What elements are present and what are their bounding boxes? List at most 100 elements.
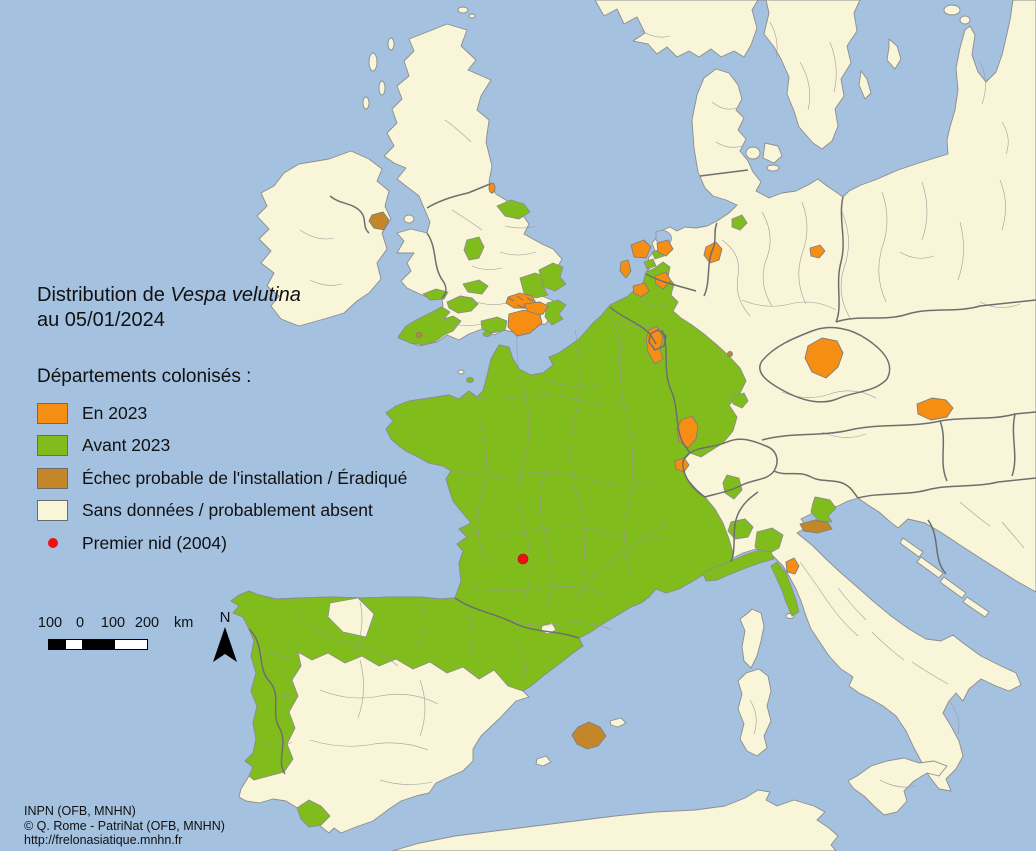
land-oland	[858, 70, 872, 100]
land-orkney-1	[457, 6, 469, 14]
north-arrow: N	[210, 610, 240, 668]
green-ticino	[722, 474, 743, 500]
eradicated-departments	[368, 211, 833, 750]
border-england-wales	[426, 232, 447, 299]
admin-boundaries	[261, 21, 1025, 788]
green-france-benelux-iberia	[230, 261, 747, 781]
land-isle-of-man	[403, 214, 415, 224]
orange-drenthe	[656, 239, 674, 257]
land-guernsey	[457, 369, 465, 375]
green-east-anglia	[538, 262, 567, 292]
border-england-scotland	[426, 183, 491, 209]
scale-segment	[49, 640, 66, 649]
credit-line-url: http://frelonasiatique.mnhn.fr	[24, 833, 183, 847]
orange-westphalia	[703, 241, 723, 264]
brown-devon-dot	[415, 332, 423, 338]
land-hiiumaa	[959, 15, 971, 25]
land-lolland	[766, 164, 780, 172]
brown-baden-dot	[727, 351, 733, 357]
orange-northumberland	[488, 182, 496, 194]
border-portugal-spain	[248, 628, 286, 775]
land-sardinia	[737, 668, 772, 757]
title-species-name: Vespa velutina	[170, 284, 301, 306]
border-france-germany-rhine	[661, 329, 691, 454]
title-date-line: au 05/01/2024	[37, 309, 165, 331]
legend-swatch-avant-2023	[37, 435, 68, 457]
border-luxembourg	[648, 329, 667, 351]
green-oxfordshire	[462, 279, 489, 295]
green-essex	[519, 272, 549, 299]
border-czechia	[759, 326, 891, 403]
land-great-britain	[383, 23, 563, 347]
land-hebrides-1	[368, 52, 378, 72]
orange-noord-holland	[619, 259, 632, 279]
legend-label: En 2023	[82, 402, 148, 423]
green-nottinghamshire	[463, 236, 485, 261]
legend-item-en-2023: En 2023	[37, 397, 407, 430]
green-kent-tip	[544, 299, 567, 326]
legend: Départements colonisés : En 2023 Avant 2…	[37, 366, 407, 560]
colonized-2023-departments	[488, 182, 954, 575]
legend-swatch-2023	[37, 402, 68, 424]
legend-label: Sans données / probablement absent	[82, 500, 373, 521]
border-belgium-netherlands	[645, 273, 697, 292]
green-cadiz	[296, 799, 331, 828]
land-menorca	[609, 717, 627, 728]
legend-swatch-eradique	[37, 467, 68, 489]
land-corsica	[739, 608, 765, 669]
scale-tick: 0	[75, 615, 85, 631]
green-stuttgart	[732, 392, 749, 409]
legend-item-premier-nid: Premier nid (2004)	[37, 527, 407, 560]
green-hamburg	[731, 214, 748, 231]
scale-bar: 100 0 100 200 km	[36, 615, 206, 650]
legend-label: Avant 2023	[82, 435, 171, 456]
border-france-spain	[454, 597, 580, 639]
scale-tick: 100	[100, 615, 126, 631]
legend-swatch-sans-donnees	[37, 500, 68, 522]
orange-jura	[674, 457, 690, 473]
credit-line-inpn: INPN (OFB, MNHN)	[24, 804, 136, 818]
legend-item-avant-2023: Avant 2023	[37, 430, 407, 463]
scale-unit: km	[174, 615, 194, 631]
border-germany-netherlands	[703, 222, 718, 297]
border-croatia-bosnia	[927, 519, 947, 575]
land-hebrides-3	[362, 96, 370, 110]
scale-segment	[115, 640, 147, 649]
orange-austria	[916, 397, 954, 421]
land-dalmatian-islands-2	[916, 556, 944, 579]
legend-label: Échec probable de l'installation / Éradi…	[82, 467, 408, 488]
legend-header: Départements colonisés :	[37, 366, 252, 387]
north-label: N	[219, 609, 231, 626]
border-france-italy	[730, 491, 759, 563]
london-boundary-cluster	[507, 295, 534, 309]
land-dalmatian-islands-3	[939, 576, 967, 599]
land-orkney-2	[468, 13, 476, 19]
land-gotland	[886, 38, 902, 70]
green-netherlands-bit-2	[643, 258, 657, 270]
land-dalmatian-islands-4	[962, 596, 990, 618]
land-north-africa	[391, 789, 839, 851]
country-borders	[248, 169, 1036, 775]
land-hebrides-2	[378, 80, 386, 96]
colonized-before-2023-zone	[230, 199, 837, 828]
green-tuscany-coast	[770, 561, 800, 617]
orange-berlin	[809, 244, 826, 259]
first-nest-marker	[517, 553, 529, 565]
border-austria-south	[761, 411, 1036, 441]
brown-dublin	[368, 211, 390, 231]
orange-saxony	[804, 337, 844, 379]
border-germany-poland	[835, 196, 844, 323]
green-cornwall-devon	[397, 306, 462, 346]
orange-tuscany	[785, 557, 800, 575]
scale-segment	[66, 640, 82, 649]
border-germany-denmark	[699, 169, 749, 177]
land-ireland	[256, 150, 392, 327]
credit-line-author: © Q. Rome - PatriNat (OFB, MNHN)	[24, 818, 225, 833]
no-data-notch-castile	[327, 597, 375, 638]
scale-segment	[82, 640, 115, 649]
orange-utrecht	[632, 282, 650, 298]
brown-po-delta	[799, 519, 833, 534]
green-jersey	[466, 377, 474, 383]
green-isle-of-wight	[482, 331, 492, 337]
